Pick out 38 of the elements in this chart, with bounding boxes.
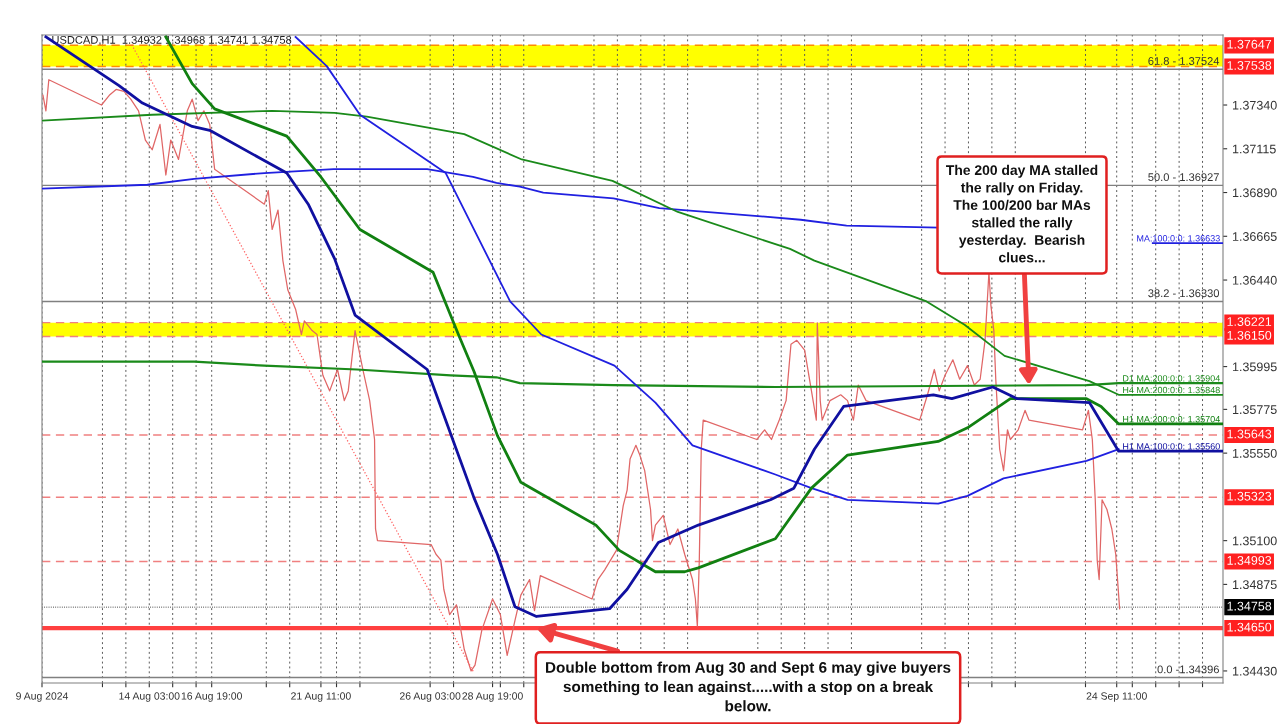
- ref-line-label: 1.37538: [1227, 61, 1272, 70]
- x-tick-label: 14 Aug 03:00: [119, 692, 180, 702]
- series-label: H1 MA:200:0:0: 1.35704: [1123, 415, 1220, 423]
- annotation: 50.0 - 1.36927: [1148, 173, 1219, 182]
- ref-line-label: 1.34993: [1227, 555, 1272, 565]
- x-tick-label: 16 Aug 19:00: [181, 692, 242, 702]
- annotation: 38.2 - 1.36330: [1148, 289, 1220, 298]
- ref-line-label: 1.37647: [1227, 39, 1272, 49]
- y-tick-label: 1.34430: [1232, 666, 1277, 676]
- y-tick-label: 1.37340: [1232, 100, 1277, 110]
- x-tick-label: 28 Aug 19:00: [462, 692, 523, 702]
- ref-line-label: 1.36221: [1227, 317, 1272, 326]
- x-tick-label: 21 Aug 11:00: [291, 692, 351, 702]
- ref-line-label: 1.36150: [1227, 330, 1272, 340]
- x-tick-label: 24 Sep 11:00: [1086, 692, 1147, 702]
- x-tick-label: 26 Aug 03:00: [399, 692, 461, 702]
- ref-line-label: 1.34650: [1227, 622, 1272, 632]
- y-tick-label: 1.37115: [1232, 144, 1276, 154]
- y-tick-label: 1.35775: [1232, 405, 1277, 415]
- series-label: H4 MA:200:0:0: 1.35848: [1123, 386, 1220, 394]
- y-tick-label: 1.36665: [1232, 232, 1277, 241]
- ref-line-label: 1.35643: [1227, 429, 1272, 439]
- series-label: D1 MA:200:0:0: 1.35904: [1123, 375, 1220, 382]
- y-tick-label: 1.35100: [1232, 536, 1277, 546]
- y-tick-label: 1.36440: [1232, 275, 1277, 285]
- annotation: Double bottom from Aug 30 and Sept 6 may give buyers something to lean against.....with a stop on a break below.: [546, 661, 951, 712]
- y-tick-label: 1.34875: [1232, 580, 1277, 590]
- y-tick-label: 1.35995: [1232, 362, 1277, 372]
- series-label: H1 MA:100:0:0: 1.35560: [1123, 443, 1220, 450]
- series-label: MA:100:0:0: 1.36633: [1137, 235, 1220, 242]
- y-tick-label: 1.36890: [1232, 188, 1277, 198]
- ref-line-label: 1.34758: [1227, 601, 1272, 611]
- annotation: The 200 day MA stalled the rally on Friday. The 100/200 bar MAs stalled the rally yesterday. Bearish clues...: [946, 164, 1098, 263]
- annotation: 61.8 - 1.37524: [1148, 57, 1220, 65]
- ref-line-label: 1.35323: [1227, 491, 1272, 501]
- annotation: 0.0 -1.34396: [1157, 665, 1219, 674]
- y-tick-label: 1.35550: [1232, 448, 1277, 458]
- x-tick-label: 9 Aug 2024: [16, 692, 69, 702]
